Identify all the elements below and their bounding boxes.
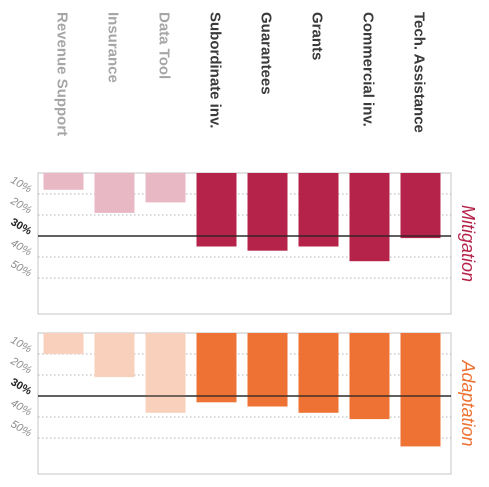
mitigation-tick-label: 40% xyxy=(9,237,34,259)
mitigation-panel-frame xyxy=(37,172,452,315)
adaptation-tick-label: 40% xyxy=(9,397,34,419)
category-label-grants: Grants xyxy=(309,12,326,60)
adaptation-bar-grants xyxy=(298,333,339,413)
mitigation-series-label: Mitigation xyxy=(458,205,478,282)
mitigation-tick-label: 30% xyxy=(9,216,34,238)
category-label-revenue-support: Revenue Support xyxy=(54,12,71,136)
category-label-tech-assistance: Tech. Assistance xyxy=(411,12,428,133)
mitigation-bar-tech-assistance xyxy=(400,173,441,239)
mitigation-bar-guarantees xyxy=(247,173,288,251)
category-label-insurance: Insurance xyxy=(105,12,122,83)
mitigation-tick-label: 20% xyxy=(8,195,34,217)
category-label-data-tool: Data Tool xyxy=(156,12,173,79)
mitigation-bar-subordinate-inv xyxy=(196,173,237,247)
mitigation-tick-label: 10% xyxy=(9,174,34,196)
adaptation-series-label: Adaptation xyxy=(458,359,478,446)
mitigation-bar-insurance xyxy=(94,173,135,213)
mitigation-bar-revenue-support xyxy=(43,173,84,190)
adaptation-tick-label: 50% xyxy=(9,418,34,440)
adaptation-bar-commercial-inv xyxy=(349,333,390,420)
mitigation-bar-data-tool xyxy=(145,173,186,203)
adaptation-bar-tech-assistance xyxy=(400,333,441,447)
mitigation-bar-commercial-inv xyxy=(349,173,390,262)
adaptation-panel-frame xyxy=(37,332,452,475)
adaptation-bar-data-tool xyxy=(145,333,186,413)
adaptation-bar-subordinate-inv xyxy=(196,333,237,403)
adaptation-bar-revenue-support xyxy=(43,333,84,354)
adaptation-tick-label: 30% xyxy=(9,376,34,398)
adaptation-tick-label: 10% xyxy=(9,334,34,356)
mitigation-bar-grants xyxy=(298,173,339,247)
category-label-guarantees: Guarantees xyxy=(258,12,275,95)
adaptation-bar-guarantees xyxy=(247,333,288,407)
category-label-commercial-inv: Commercial inv. xyxy=(360,12,377,127)
mitigation-tick-label: 50% xyxy=(9,258,34,280)
category-label-subordinate-inv: Subordinate inv. xyxy=(207,12,224,128)
adaptation-bar-insurance xyxy=(94,333,135,378)
adaptation-tick-label: 20% xyxy=(8,355,34,377)
